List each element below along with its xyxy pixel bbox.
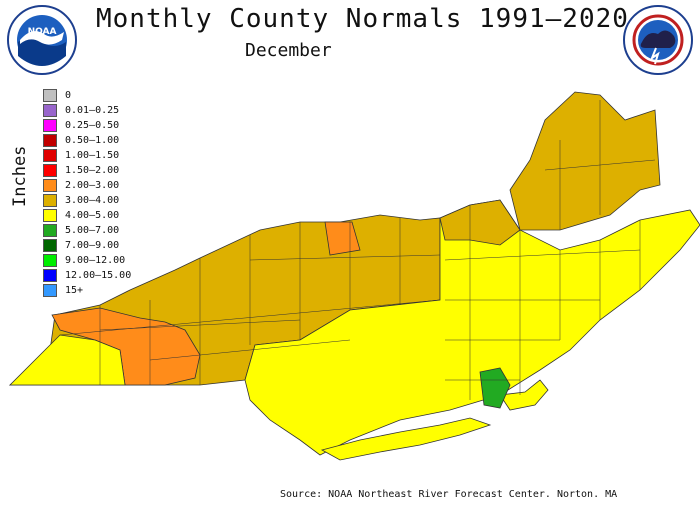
- county-borders: [59, 100, 656, 400]
- map-subtitle: December: [245, 40, 332, 61]
- legend-swatch: [43, 119, 57, 132]
- legend-item: 0.25–0.50: [43, 118, 131, 133]
- legend-label: 7.00–9.00: [65, 240, 120, 251]
- legend-label: 9.00–12.00: [65, 255, 126, 266]
- legend-label: 4.00–5.00: [65, 210, 120, 221]
- legend-swatch: [43, 149, 57, 162]
- region-long-island: [320, 417, 492, 461]
- legend-item: 5.00–7.00: [43, 223, 131, 238]
- legend-label: 1.50–2.00: [65, 165, 120, 176]
- nws-logo: [623, 5, 693, 75]
- legend-label: 15+: [65, 285, 84, 296]
- legend-item: 0.01–0.25: [43, 103, 131, 118]
- legend-swatch: [43, 254, 57, 267]
- legend-swatch: [43, 179, 57, 192]
- legend-swatch: [43, 209, 57, 222]
- legend: 0 0.01–0.25 0.25–0.50 0.50–1.00 1.00–1.50 1.5…: [43, 88, 131, 298]
- legend-label: 1.00–1.50: [65, 150, 120, 161]
- legend-label: 0.25–0.50: [65, 120, 120, 131]
- legend-swatch: [43, 194, 57, 207]
- legend-label: 0: [65, 90, 72, 101]
- legend-label: 0.50–1.00: [65, 135, 120, 146]
- legend-item: 7.00–9.00: [43, 238, 131, 253]
- legend-label: 2.00–3.00: [65, 180, 120, 191]
- legend-label: 12.00–15.00: [65, 270, 132, 281]
- legend-swatch: [43, 269, 57, 282]
- legend-swatch: [43, 89, 57, 102]
- source-credit: Source: NOAA Northeast River Forecast Ce…: [280, 489, 618, 500]
- legend-item: 3.00–4.00: [43, 193, 131, 208]
- svg-text:NOAA: NOAA: [28, 27, 57, 37]
- legend-swatch: [43, 224, 57, 237]
- region-plymouth: [479, 367, 511, 409]
- region-southern-tier: [9, 334, 126, 386]
- legend-label: 5.00–7.00: [65, 225, 120, 236]
- map-base: [8, 91, 700, 461]
- region-northern-maine: [509, 91, 661, 231]
- legend-swatch: [43, 104, 57, 117]
- region-tug-hill: [324, 221, 361, 256]
- legend-item: 9.00–12.00: [43, 253, 131, 268]
- legend-item: 1.00–1.50: [43, 148, 131, 163]
- legend-item: 4.00–5.00: [43, 208, 131, 223]
- map-title: Monthly County Normals 1991–2020: [96, 4, 629, 34]
- legend-swatch: [43, 284, 57, 297]
- legend-item: 1.50–2.00: [43, 163, 131, 178]
- legend-item: 0: [43, 88, 131, 103]
- region-cape-cod: [499, 379, 549, 411]
- legend-label: 3.00–4.00: [65, 195, 120, 206]
- noaa-logo: NOAA: [7, 5, 77, 75]
- region-northern-nh: [439, 199, 521, 246]
- legend-swatch: [43, 164, 57, 177]
- legend-item: 15+: [43, 283, 131, 298]
- legend-swatch: [43, 134, 57, 147]
- legend-item: 12.00–15.00: [43, 268, 131, 283]
- legend-swatch: [43, 239, 57, 252]
- legend-item: 2.00–3.00: [43, 178, 131, 193]
- legend-item: 0.50–1.00: [43, 133, 131, 148]
- legend-label: 0.01–0.25: [65, 105, 120, 116]
